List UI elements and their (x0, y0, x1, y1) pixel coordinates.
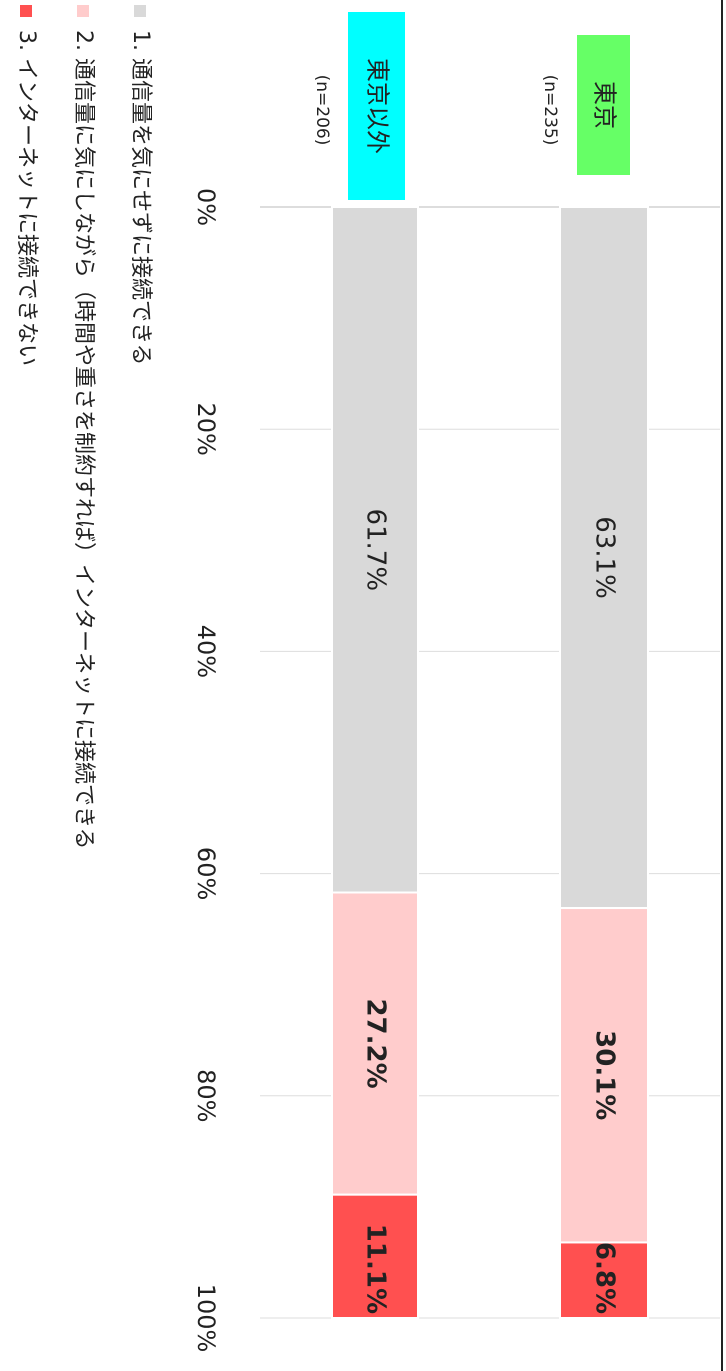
category-box (577, 35, 630, 175)
x-tick-label: 40% (192, 625, 220, 678)
x-tick-label: 60% (192, 847, 220, 900)
legend-label: 3. インターネットに接続できない (14, 30, 39, 366)
x-tick-label: 100% (192, 1284, 220, 1353)
value-label: 27.2% (361, 998, 391, 1088)
bar-segment (331, 1193, 419, 1319)
x-tick-label: 0% (192, 188, 220, 226)
category-note: (n=235) (540, 75, 560, 146)
value-label: 6.8% (590, 1242, 620, 1314)
legend-label: 1. 通信量を気にせずに接続できる (128, 30, 153, 366)
category-note: (n=206) (312, 75, 332, 146)
bar-segment (559, 1241, 649, 1320)
legend-swatch (134, 5, 146, 17)
value-label: 30.1% (590, 1030, 620, 1120)
x-tick-label: 80% (192, 1069, 220, 1122)
value-label: 11.1% (361, 1224, 391, 1314)
value-label: 63.1% (590, 516, 620, 599)
category-label: 東京 (591, 81, 619, 129)
legend-swatch (20, 5, 32, 17)
x-tick-label: 20% (192, 403, 220, 456)
legend-label: 2. 通信量に気にしながら（時間や重さを制約すれば）インターネットに接続できる (71, 30, 96, 850)
category-box (348, 12, 405, 200)
category-label: 東京以外 (364, 58, 392, 154)
value-label: 61.7% (361, 508, 391, 591)
legend-swatch (77, 5, 89, 17)
